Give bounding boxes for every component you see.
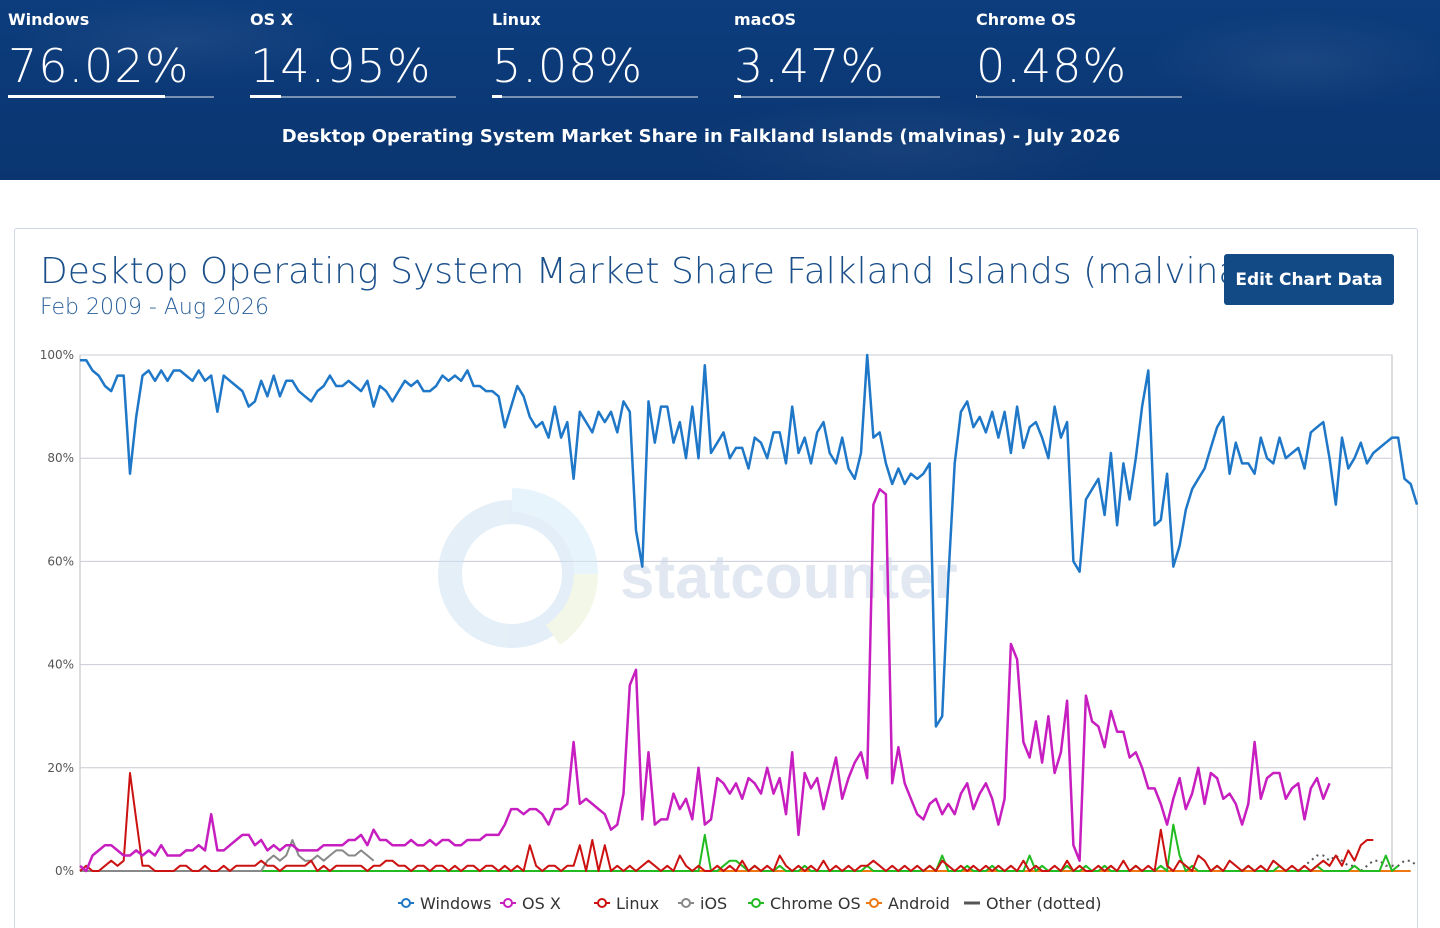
stat-macos[interactable]: macOS 3.47% xyxy=(734,10,940,98)
stat-bar xyxy=(734,95,940,98)
legend-item-chromeos[interactable]: Chrome OS xyxy=(748,894,861,913)
legend-item-osx[interactable]: OS X xyxy=(500,894,561,913)
stat-label: macOS xyxy=(734,10,797,29)
watermark-ring xyxy=(438,500,586,648)
series-line-ios[interactable] xyxy=(80,839,375,872)
chart-title: Desktop Operating System Market Share Fa… xyxy=(40,251,1274,292)
legend-label: Linux xyxy=(616,894,659,913)
watermark-segment xyxy=(512,488,598,574)
stat-bar-fill xyxy=(492,95,503,98)
watermark-segment xyxy=(546,574,598,645)
y-tick-label: 80% xyxy=(47,451,74,465)
stat-bar xyxy=(492,95,698,98)
legend-item-ios[interactable]: iOS xyxy=(678,894,727,913)
legend-item-linux[interactable]: Linux xyxy=(594,894,659,913)
stat-bar xyxy=(976,95,1182,98)
chart-subtitle: Feb 2009 - Aug 2026 xyxy=(40,295,270,320)
legend-marker xyxy=(597,898,607,908)
legend-marker xyxy=(503,898,513,908)
stat-value: 76.02% xyxy=(8,39,190,93)
stat-bar xyxy=(8,95,214,98)
series-line-windows[interactable] xyxy=(80,353,1419,728)
chart-grid xyxy=(79,354,1393,872)
stat-linux[interactable]: Linux 5.08% xyxy=(492,10,698,98)
stat-bar-fill xyxy=(734,95,742,98)
legend-marker xyxy=(681,898,691,908)
series-line-chromeos[interactable] xyxy=(80,823,1399,872)
line-chart: statcounter 0% 20% 40% 60% 80% 100% Windows OS… xyxy=(40,348,1419,913)
legend-item-windows[interactable]: Windows xyxy=(398,894,491,913)
legend-label: OS X xyxy=(522,894,561,913)
stat-value: 0.48% xyxy=(976,39,1128,93)
stat-label: OS X xyxy=(250,10,294,29)
y-axis: 0% 20% 40% 60% 80% 100% xyxy=(40,348,74,878)
legend-label: iOS xyxy=(700,894,727,913)
legend-label: Windows xyxy=(420,894,491,913)
y-tick-label: 100% xyxy=(40,348,74,362)
stat-label: Chrome OS xyxy=(976,10,1077,29)
legend-item-other[interactable]: Other (dotted) xyxy=(964,894,1102,913)
chart-series xyxy=(79,353,1419,873)
stat-value: 5.08% xyxy=(492,39,644,93)
statcounter-watermark: statcounter xyxy=(438,488,958,648)
series-line-other[interactable] xyxy=(80,854,1418,872)
stat-chromeos[interactable]: Chrome OS 0.48% xyxy=(976,10,1182,98)
stat-value: 14.95% xyxy=(250,39,432,93)
legend-item-android[interactable]: Android xyxy=(866,894,950,913)
legend-marker xyxy=(751,898,761,908)
edit-chart-data-button[interactable]: Edit Chart Data xyxy=(1224,254,1394,305)
banner-title: Desktop Operating System Market Share in… xyxy=(281,126,1121,147)
stat-bar xyxy=(250,95,456,98)
y-tick-label: 0% xyxy=(55,864,74,878)
y-tick-label: 20% xyxy=(47,761,74,775)
header-banner: Windows 76.02% OS X 14.95% Linux 5.08% m… xyxy=(0,0,1440,180)
stat-windows[interactable]: Windows 76.02% xyxy=(8,10,214,98)
stat-label: Windows xyxy=(8,10,90,29)
stat-bar-fill xyxy=(8,95,165,98)
legend-label: Chrome OS xyxy=(770,894,861,913)
stat-value: 3.47% xyxy=(734,39,886,93)
legend-marker xyxy=(401,898,411,908)
chart-panel: Desktop Operating System Market Share Fa… xyxy=(14,228,1418,928)
watermark-text: statcounter xyxy=(620,543,958,612)
legend-marker xyxy=(869,898,879,908)
series-line-osx[interactable] xyxy=(79,487,1331,873)
series-line-linux[interactable] xyxy=(79,772,1374,872)
stat-bar-fill xyxy=(976,95,977,98)
stat-label: Linux xyxy=(492,10,541,29)
stat-bar-fill xyxy=(250,95,281,98)
y-tick-label: 60% xyxy=(47,554,74,568)
y-tick-label: 40% xyxy=(47,658,74,672)
legend-label: Android xyxy=(888,894,950,913)
legend-label: Other (dotted) xyxy=(986,894,1102,913)
plot-frame xyxy=(79,354,1393,872)
chart-legend: Windows OS X Linux iOS Chrome OS Android Other… xyxy=(398,894,1102,913)
stat-osx[interactable]: OS X 14.95% xyxy=(250,10,456,98)
